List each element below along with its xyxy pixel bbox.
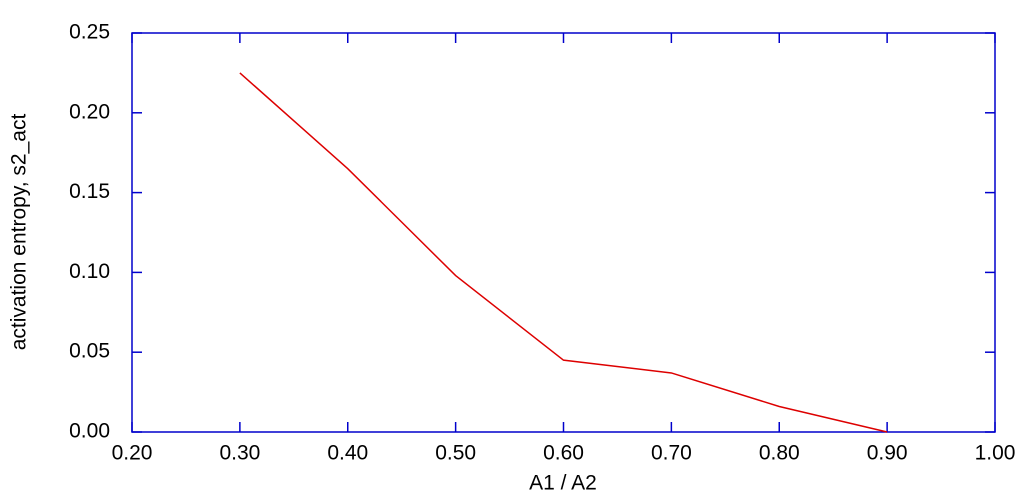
x-tick-label: 0.90 (867, 442, 908, 465)
y-axis-label: activation entropy, s2_act (8, 114, 31, 351)
y-tick-label: 0.10 (69, 260, 110, 283)
y-tick-label: 0.00 (69, 420, 110, 443)
x-tick-label: 0.30 (219, 442, 260, 465)
x-tick-label: 0.50 (435, 442, 476, 465)
x-tick-label: 0.70 (651, 442, 692, 465)
y-tick-label: 0.15 (69, 180, 110, 203)
x-tick-label: 0.20 (112, 442, 153, 465)
x-tick-label: 1.00 (975, 442, 1016, 465)
y-tick-label: 0.20 (69, 100, 110, 123)
x-tick-label: 0.60 (543, 442, 584, 465)
data-line (239, 72, 888, 433)
y-tick-label: 0.25 (69, 21, 110, 44)
y-tick-label: 0.05 (69, 340, 110, 363)
x-tick-label: 0.80 (759, 442, 800, 465)
x-axis-label: A1 / A2 (529, 472, 597, 495)
x-tick-label: 0.40 (327, 442, 368, 465)
